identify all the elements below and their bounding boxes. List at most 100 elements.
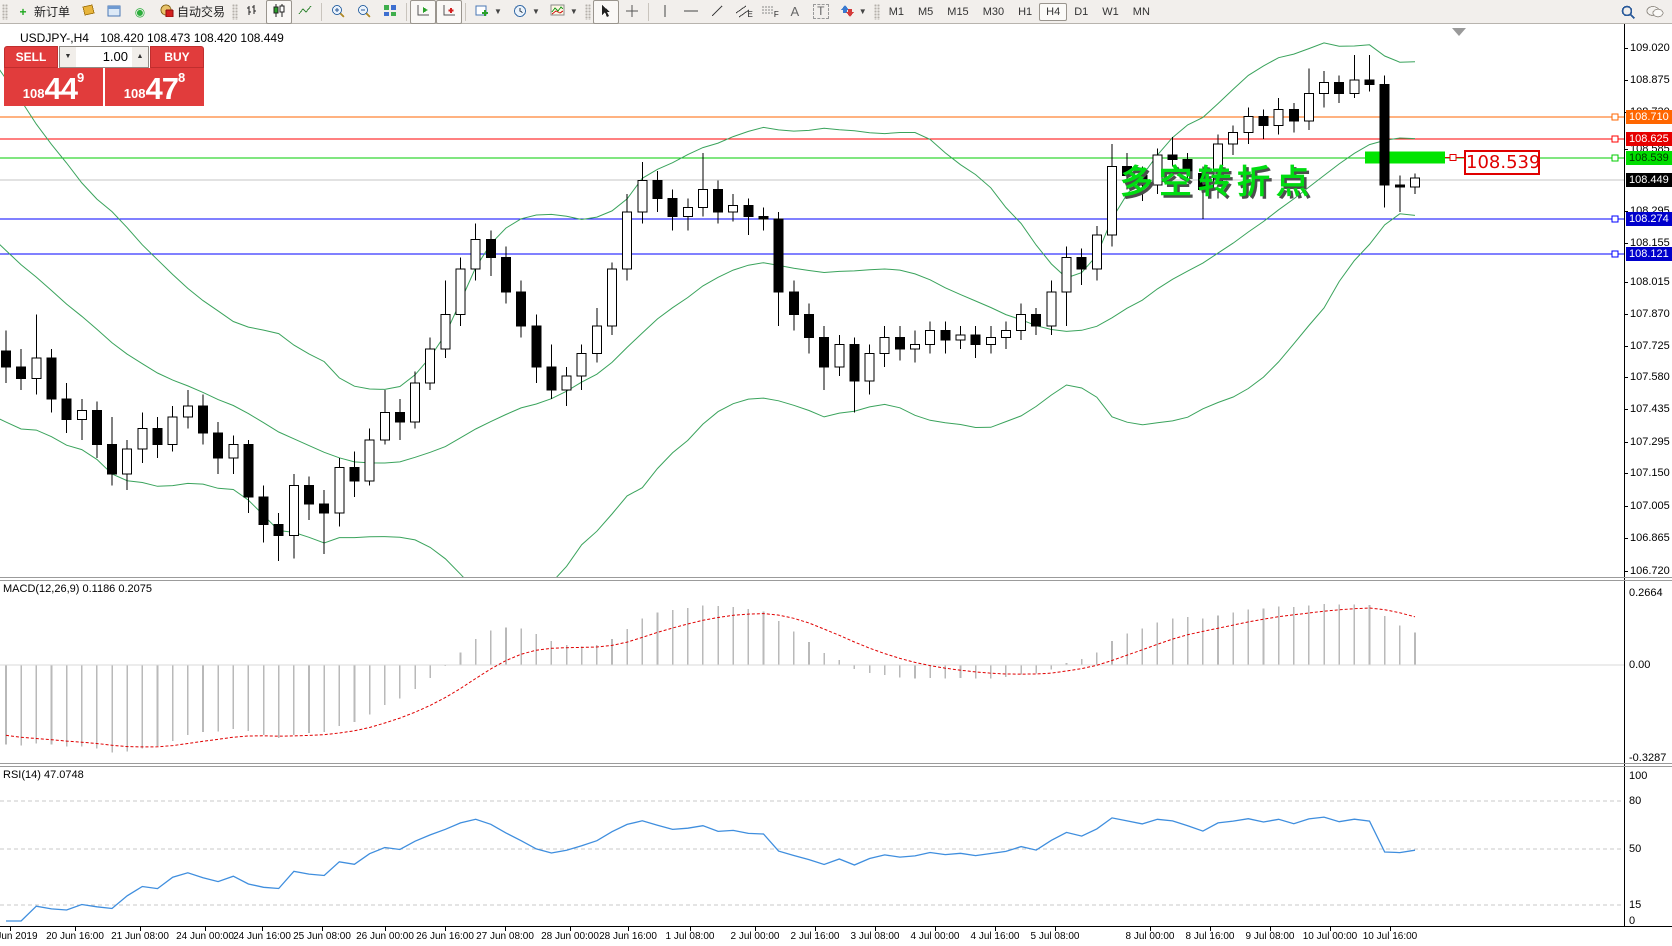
search-icon[interactable]	[1620, 4, 1636, 20]
time-tick-label: 1 Jul 08:00	[665, 931, 715, 942]
candle-bearish	[970, 334, 981, 345]
macd-axis-label: 0.00	[1629, 659, 1651, 671]
buy-button[interactable]: BUY	[150, 46, 204, 68]
price-tick-label: 109.020	[1630, 42, 1670, 54]
new-chart-button[interactable]: ▼	[469, 0, 507, 24]
new-chart-icon	[474, 4, 490, 20]
signals-button[interactable]: ◉	[127, 0, 153, 24]
line-anchor-square	[1611, 154, 1619, 162]
price-badge: 108.625	[1626, 132, 1672, 146]
rsi-axis-label: 80	[1629, 795, 1642, 807]
price-badge: 108.539	[1626, 151, 1672, 165]
sell-price[interactable]: 108 44 9	[4, 68, 103, 106]
cursor-button[interactable]	[592, 0, 619, 24]
candlestick-chart-button[interactable]	[266, 0, 293, 24]
zoom-out-button[interactable]	[351, 0, 377, 24]
arrows-button[interactable]: ▼	[834, 0, 872, 24]
price-tick-label: 107.725	[1630, 340, 1670, 352]
templates-button[interactable]: ▼	[545, 0, 583, 24]
timeframe-M15[interactable]: M15	[947, 5, 969, 18]
zoom-in-button[interactable]	[325, 0, 351, 24]
time-tick-label: 26 Jun 00:00	[356, 931, 414, 942]
autoscroll-button[interactable]	[410, 0, 437, 24]
time-tick-mark	[1330, 927, 1331, 931]
crosshair-button[interactable]	[619, 0, 645, 24]
buy-price-prefix: 108	[123, 86, 146, 101]
line-anchor-square	[1611, 250, 1619, 258]
tile-windows-icon	[382, 4, 398, 20]
candle-bullish	[76, 409, 87, 421]
toolbar-grip[interactable]	[584, 3, 591, 20]
candle-bearish	[500, 257, 511, 293]
tile-windows-button[interactable]	[377, 0, 403, 24]
price-tick-mark	[1624, 80, 1628, 81]
equidistant-channel-button[interactable]: E	[730, 0, 756, 24]
candle-bullish	[1061, 257, 1072, 293]
price-badge: 108.274	[1626, 212, 1672, 226]
time-tick-label: 10 Jul 16:00	[1362, 931, 1418, 942]
time-axis[interactable]: 20 Jun 2019 20 Jun 16:00 21 Jun 08:00 24 Ju…	[0, 926, 1672, 946]
candle-bullish	[1091, 234, 1102, 270]
timeframe-MN[interactable]: MN	[1132, 5, 1150, 18]
text-label-button[interactable]: T	[808, 0, 834, 24]
candle-bearish	[1031, 314, 1042, 327]
toolbar-grip[interactable]	[873, 3, 880, 20]
timeframe-W1[interactable]: W1	[1102, 5, 1119, 18]
vertical-line-button[interactable]	[652, 0, 678, 24]
volume-increase-button[interactable]: ▲	[132, 47, 148, 67]
periods-button[interactable]: ▼	[507, 0, 545, 24]
new-order-icon: +	[19, 4, 27, 19]
time-tick-label: 2 Jul 16:00	[790, 931, 840, 942]
candle-bullish	[834, 343, 845, 368]
trendline-button[interactable]	[704, 0, 730, 24]
timeframe-M1[interactable]: M1	[888, 5, 904, 18]
bar-chart-button[interactable]	[240, 0, 266, 24]
volume-input[interactable]: 1.00	[76, 47, 132, 67]
line-chart-button[interactable]	[292, 0, 318, 24]
fibonacci-icon: F	[761, 4, 779, 20]
fibonacci-button[interactable]: F	[756, 0, 782, 24]
time-tick-label: 28 Jun 00:00	[541, 931, 599, 942]
candle-bearish	[197, 405, 208, 434]
time-tick-mark	[1210, 927, 1211, 931]
candle-bullish	[955, 334, 966, 341]
volume-decrease-button[interactable]: ▼	[60, 47, 76, 67]
toolbar: + 新订单 ◉ 自动交易	[0, 0, 1672, 24]
text-button[interactable]: A	[782, 0, 808, 24]
timeframe-M5[interactable]: M5	[918, 5, 934, 18]
price-tick-mark	[1624, 48, 1628, 49]
chart-annotation-text[interactable]: 多空转折点	[1120, 162, 1315, 201]
candle-bullish	[182, 405, 193, 418]
candle-bullish	[425, 348, 436, 384]
timeframe-H1[interactable]: H1	[1018, 5, 1033, 18]
timeframe-M30[interactable]: M30	[982, 5, 1005, 18]
candle-bullish	[864, 352, 875, 382]
chart-shift-button[interactable]	[436, 0, 463, 24]
market-depth-button[interactable]	[75, 0, 101, 24]
candle-bearish	[243, 444, 254, 498]
timeframe-H4[interactable]: H4	[1039, 2, 1068, 21]
new-order-button[interactable]: + 新订单	[10, 0, 75, 24]
chart-shift-marker[interactable]	[1452, 28, 1466, 36]
candle-bearish	[713, 188, 724, 213]
price-callout-label[interactable]: 108.539	[1464, 150, 1541, 175]
candle-bearish	[803, 314, 814, 338]
timeframe-D1[interactable]: D1	[1074, 5, 1089, 18]
text-label-icon: T	[812, 4, 829, 19]
candle-bullish	[1016, 314, 1027, 332]
price-badge: 108.710	[1626, 110, 1672, 124]
time-tick-mark	[1270, 927, 1271, 931]
toolbar-grip[interactable]	[2, 3, 8, 20]
chart-window-button[interactable]	[101, 0, 127, 24]
candle-bearish	[485, 238, 496, 259]
panel-divider	[0, 580, 1672, 581]
sell-button[interactable]: SELL	[4, 46, 58, 68]
chat-icon[interactable]	[1646, 4, 1664, 20]
time-tick-mark	[75, 927, 76, 931]
candle-bullish	[288, 485, 299, 537]
buy-price[interactable]: 108 47 8	[105, 68, 204, 106]
chart-canvas[interactable]	[0, 24, 1624, 926]
toolbar-grip[interactable]	[232, 3, 239, 20]
horizontal-line-button[interactable]	[678, 0, 704, 24]
autotrading-button[interactable]: 自动交易	[153, 0, 230, 24]
